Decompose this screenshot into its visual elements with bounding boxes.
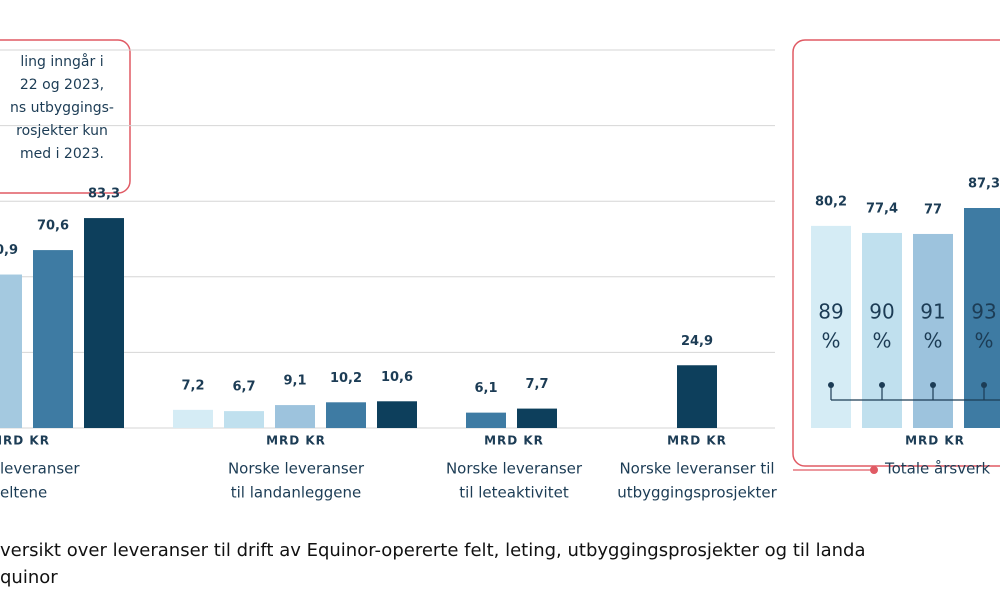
highlight-box: [792, 39, 1000, 467]
category-label: Norske leveranser: [446, 460, 583, 478]
bar: [84, 218, 124, 428]
bar: [377, 401, 417, 428]
category-label: utbyggingsprosjekter: [617, 484, 777, 502]
annotation-line: ns utbyggings-: [10, 100, 114, 116]
bar: [466, 412, 506, 428]
annotation-box: [0, 39, 131, 194]
unit-label: MRD KR: [266, 434, 326, 448]
value-label: 77,4: [866, 201, 898, 216]
category-label: Norske leveranser til: [619, 460, 774, 478]
value-label: 6,7: [232, 380, 255, 395]
connector-dot: [981, 382, 987, 388]
value-label: 24,9: [681, 334, 713, 349]
bar: [33, 250, 73, 428]
bar: [173, 409, 213, 428]
bar: [517, 408, 557, 428]
bar: [275, 405, 315, 428]
bar: [964, 208, 1000, 428]
unit-label: MRD KR: [667, 434, 727, 448]
value-label: 7,2: [181, 378, 204, 393]
value-label: 83,3: [88, 187, 120, 202]
bar: [224, 411, 264, 428]
category-label: Norske leveranser: [228, 460, 365, 478]
share-label: 89: [818, 300, 843, 324]
category-label: til leteaktivitet: [459, 484, 569, 502]
share-unit: %: [923, 329, 942, 353]
unit-label: MRD KR: [0, 434, 50, 448]
category-label: leveranser: [0, 460, 80, 478]
category-label: til landanleggene: [231, 484, 361, 502]
value-label: 80,2: [815, 194, 847, 209]
value-label: 9,1: [283, 374, 306, 389]
annotation-line: ling inngår i: [20, 53, 103, 70]
share-unit: %: [821, 329, 840, 353]
caption-line: quinor: [0, 567, 58, 588]
value-label: 60,9: [0, 243, 18, 258]
share-unit: %: [974, 329, 993, 353]
connector-dot: [879, 382, 885, 388]
value-label: 6,1: [474, 381, 497, 396]
share-unit: %: [872, 329, 891, 353]
annotation-line: 22 og 2023,: [20, 77, 104, 93]
unit-label: MRD KR: [905, 434, 965, 448]
bar: [0, 274, 22, 428]
connector-dot: [930, 382, 936, 388]
annotation-line: rosjekter kun: [16, 123, 108, 139]
connector-dot: [828, 382, 834, 388]
bar: [326, 402, 366, 428]
category-label: Totale årsverk: [884, 460, 990, 478]
bar: [677, 365, 717, 428]
annotation-line: med i 2023.: [20, 146, 104, 162]
share-label: 91: [920, 300, 945, 324]
caption-line: versikt over leveranser til drift av Equ…: [0, 540, 866, 561]
share-label: 93: [971, 300, 996, 324]
share-label: 90: [869, 300, 894, 324]
value-label: 77: [924, 202, 942, 217]
unit-label: MRD KR: [484, 434, 544, 448]
value-label: 87,3: [968, 177, 1000, 192]
value-label: 70,6: [37, 219, 69, 234]
value-label: 7,7: [525, 377, 548, 392]
category-label: eltene: [0, 484, 47, 502]
value-label: 10,6: [381, 370, 413, 385]
value-label: 10,2: [330, 371, 362, 386]
